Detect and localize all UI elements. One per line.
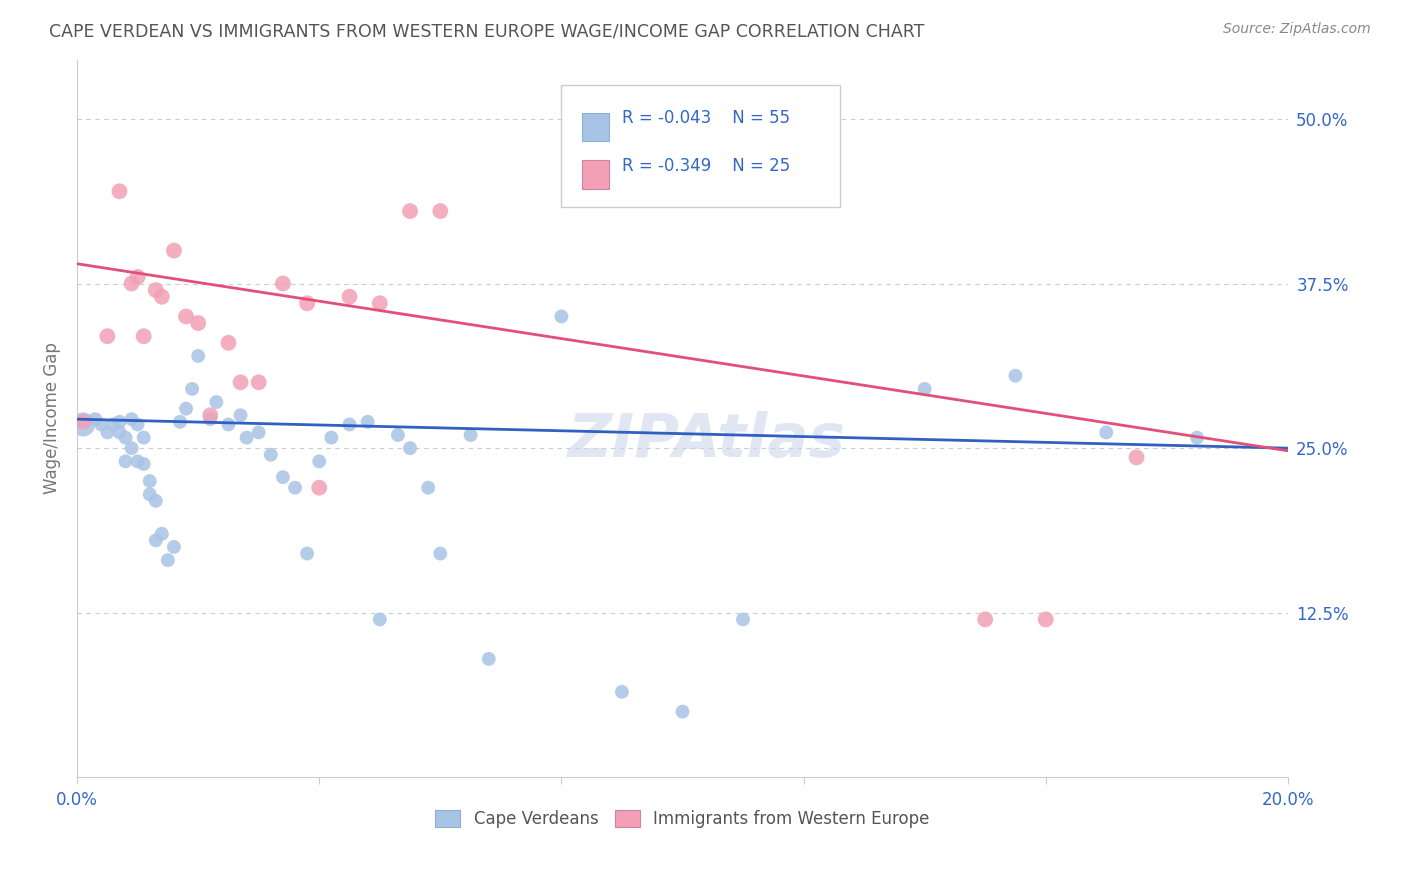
Point: [96, 425, 118, 440]
Point: [217, 335, 239, 350]
Point: [174, 310, 197, 324]
Point: [181, 382, 204, 396]
Point: [308, 481, 330, 495]
Point: [478, 652, 501, 666]
Text: R = -0.349    N = 25: R = -0.349 N = 25: [621, 157, 790, 175]
Point: [127, 417, 149, 432]
Point: [108, 425, 131, 440]
Point: [108, 184, 131, 198]
Point: [610, 685, 633, 699]
Point: [121, 441, 143, 455]
Point: [200, 409, 222, 423]
Point: [271, 277, 294, 291]
FancyBboxPatch shape: [561, 85, 839, 207]
Point: [187, 316, 209, 330]
Point: [247, 425, 270, 440]
Point: [229, 376, 252, 390]
Point: [205, 395, 228, 409]
Point: [138, 487, 160, 501]
Point: [156, 553, 179, 567]
Point: [295, 547, 318, 561]
Point: [121, 277, 143, 291]
Point: [308, 454, 330, 468]
Point: [150, 526, 173, 541]
Point: [1035, 612, 1057, 626]
Point: [974, 612, 997, 626]
Point: [108, 415, 131, 429]
Point: [132, 457, 155, 471]
Point: [399, 441, 422, 455]
Point: [84, 412, 107, 426]
Point: [72, 417, 94, 432]
Point: [169, 415, 191, 429]
Point: [174, 401, 197, 416]
Point: [114, 431, 136, 445]
Point: [235, 431, 257, 445]
Point: [550, 310, 572, 324]
Point: [145, 533, 167, 548]
Point: [429, 204, 451, 219]
Legend: Cape Verdeans, Immigrants from Western Europe: Cape Verdeans, Immigrants from Western E…: [429, 804, 936, 835]
Point: [1004, 368, 1026, 383]
Point: [339, 290, 361, 304]
Point: [132, 329, 155, 343]
Y-axis label: Wage/Income Gap: Wage/Income Gap: [44, 343, 60, 494]
Point: [914, 382, 936, 396]
Point: [121, 412, 143, 426]
Point: [145, 283, 167, 297]
Point: [284, 481, 307, 495]
Point: [217, 417, 239, 432]
Point: [132, 431, 155, 445]
Point: [460, 428, 482, 442]
Point: [96, 329, 118, 343]
FancyBboxPatch shape: [582, 161, 609, 189]
Point: [150, 290, 173, 304]
Point: [187, 349, 209, 363]
Point: [247, 376, 270, 390]
Point: [114, 454, 136, 468]
Text: R = -0.043    N = 55: R = -0.043 N = 55: [621, 110, 790, 128]
Point: [399, 204, 422, 219]
Point: [1095, 425, 1118, 440]
Text: ZIPAtlas: ZIPAtlas: [568, 410, 845, 469]
Point: [229, 409, 252, 423]
Point: [368, 612, 391, 626]
Point: [387, 428, 409, 442]
Point: [357, 415, 380, 429]
Point: [671, 705, 693, 719]
Point: [429, 547, 451, 561]
Point: [1185, 431, 1208, 445]
Point: [339, 417, 361, 432]
Point: [1125, 450, 1147, 465]
Point: [138, 474, 160, 488]
Point: [260, 448, 283, 462]
Point: [145, 493, 167, 508]
Text: Source: ZipAtlas.com: Source: ZipAtlas.com: [1223, 22, 1371, 37]
Point: [368, 296, 391, 310]
Point: [103, 417, 125, 432]
FancyBboxPatch shape: [582, 113, 609, 142]
Point: [295, 296, 318, 310]
Point: [163, 540, 186, 554]
Point: [127, 269, 149, 284]
Point: [271, 470, 294, 484]
Text: CAPE VERDEAN VS IMMIGRANTS FROM WESTERN EUROPE WAGE/INCOME GAP CORRELATION CHART: CAPE VERDEAN VS IMMIGRANTS FROM WESTERN …: [49, 22, 925, 40]
Point: [321, 431, 343, 445]
Point: [90, 417, 112, 432]
Point: [418, 481, 440, 495]
Point: [731, 612, 754, 626]
Point: [127, 454, 149, 468]
Point: [72, 415, 94, 429]
Point: [163, 244, 186, 258]
Point: [200, 412, 222, 426]
